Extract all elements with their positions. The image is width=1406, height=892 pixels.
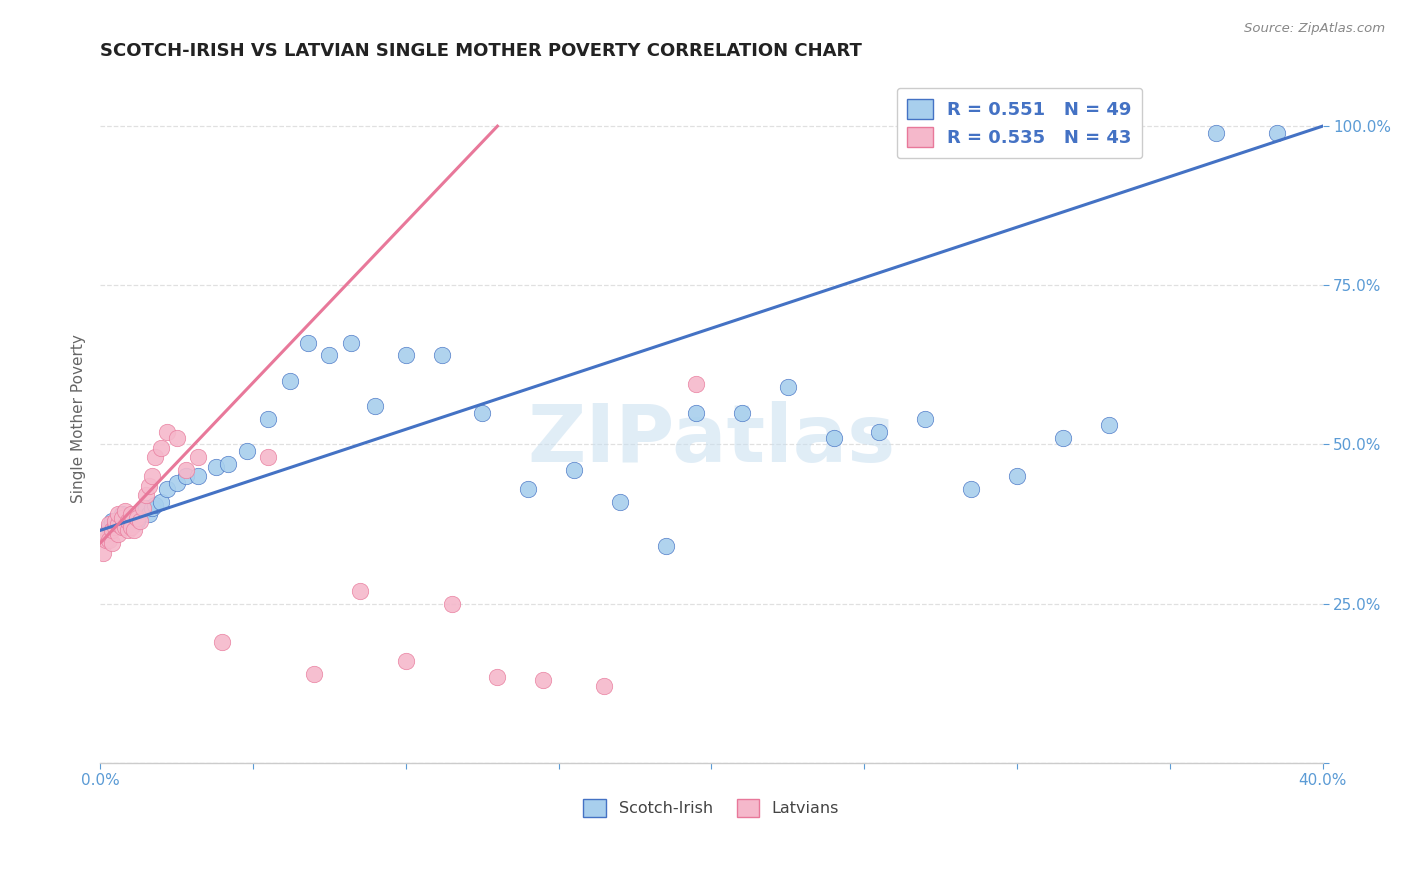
Point xyxy=(174,469,197,483)
Point xyxy=(117,524,139,538)
Point xyxy=(562,463,585,477)
Point xyxy=(122,516,145,531)
Point xyxy=(104,520,127,534)
Point xyxy=(98,516,121,531)
Point xyxy=(150,441,173,455)
Point xyxy=(132,501,155,516)
Point xyxy=(91,546,114,560)
Point xyxy=(1098,418,1121,433)
Point xyxy=(96,533,118,547)
Text: Source: ZipAtlas.com: Source: ZipAtlas.com xyxy=(1244,22,1385,36)
Point xyxy=(236,443,259,458)
Point xyxy=(125,510,148,524)
Point xyxy=(141,469,163,483)
Point xyxy=(823,431,845,445)
Point xyxy=(101,524,124,538)
Point xyxy=(685,376,707,391)
Point xyxy=(517,482,540,496)
Point xyxy=(114,520,136,534)
Point xyxy=(117,514,139,528)
Point xyxy=(685,406,707,420)
Point xyxy=(122,524,145,538)
Point xyxy=(776,380,799,394)
Point xyxy=(143,498,166,512)
Point xyxy=(609,495,631,509)
Point xyxy=(914,412,936,426)
Point xyxy=(135,488,157,502)
Point xyxy=(143,450,166,465)
Point xyxy=(1265,126,1288,140)
Point xyxy=(138,508,160,522)
Point xyxy=(141,501,163,516)
Point xyxy=(98,520,121,534)
Point xyxy=(1052,431,1074,445)
Point xyxy=(339,335,361,350)
Point xyxy=(364,399,387,413)
Point xyxy=(1205,126,1227,140)
Legend: Scotch-Irish, Latvians: Scotch-Irish, Latvians xyxy=(576,792,845,823)
Point xyxy=(156,482,179,496)
Point xyxy=(132,504,155,518)
Point xyxy=(107,526,129,541)
Y-axis label: Single Mother Poverty: Single Mother Poverty xyxy=(72,334,86,503)
Point xyxy=(187,469,209,483)
Point xyxy=(120,510,142,524)
Point xyxy=(166,475,188,490)
Text: SCOTCH-IRISH VS LATVIAN SINGLE MOTHER POVERTY CORRELATION CHART: SCOTCH-IRISH VS LATVIAN SINGLE MOTHER PO… xyxy=(100,42,862,60)
Point xyxy=(104,516,127,531)
Point xyxy=(120,520,142,534)
Point xyxy=(211,635,233,649)
Point xyxy=(731,406,754,420)
Point xyxy=(114,504,136,518)
Point xyxy=(868,425,890,439)
Point xyxy=(395,348,418,362)
Point xyxy=(110,520,132,534)
Point xyxy=(135,501,157,516)
Point xyxy=(218,457,240,471)
Point xyxy=(318,348,340,362)
Point xyxy=(471,406,494,420)
Point xyxy=(187,450,209,465)
Point xyxy=(486,670,509,684)
Point xyxy=(114,520,136,534)
Point xyxy=(128,508,150,522)
Point xyxy=(432,348,454,362)
Point xyxy=(257,450,280,465)
Point xyxy=(960,482,983,496)
Point xyxy=(107,508,129,522)
Point xyxy=(257,412,280,426)
Point xyxy=(302,666,325,681)
Text: ZIPatlas: ZIPatlas xyxy=(527,401,896,479)
Point xyxy=(349,583,371,598)
Point xyxy=(278,374,301,388)
Point xyxy=(205,459,228,474)
Point xyxy=(593,679,616,693)
Point xyxy=(128,514,150,528)
Point xyxy=(98,533,121,547)
Point xyxy=(96,526,118,541)
Point xyxy=(1005,469,1028,483)
Point xyxy=(174,463,197,477)
Point xyxy=(166,431,188,445)
Point xyxy=(120,508,142,522)
Point xyxy=(101,514,124,528)
Point xyxy=(107,514,129,528)
Point xyxy=(110,510,132,524)
Point xyxy=(654,539,676,553)
Point xyxy=(110,508,132,522)
Point xyxy=(107,516,129,531)
Point xyxy=(531,673,554,687)
Point xyxy=(156,425,179,439)
Point xyxy=(297,335,319,350)
Point xyxy=(138,479,160,493)
Point xyxy=(150,495,173,509)
Point xyxy=(440,597,463,611)
Point xyxy=(125,514,148,528)
Point xyxy=(104,514,127,528)
Point xyxy=(395,654,418,668)
Point xyxy=(117,514,139,528)
Point xyxy=(101,536,124,550)
